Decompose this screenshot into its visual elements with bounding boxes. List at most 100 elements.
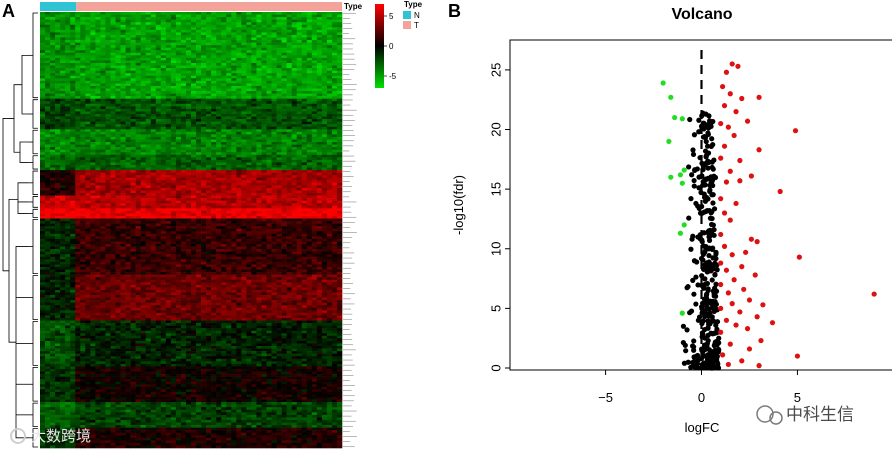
- heatmap-cell: [100, 12, 106, 15]
- heatmap-cell: [236, 70, 242, 74]
- heatmap-cell: [311, 154, 318, 158]
- heatmap-cell: [196, 185, 202, 189]
- heatmap-cell: [145, 55, 152, 59]
- heatmap-cell: [60, 195, 66, 199]
- heatmap-cell: [336, 142, 343, 145]
- heatmap-cell: [331, 12, 338, 15]
- heatmap-cell: [296, 198, 303, 201]
- heatmap-cell: [236, 198, 242, 201]
- heatmap-cell: [256, 96, 262, 99]
- heatmap-cell: [120, 126, 126, 130]
- heatmap-cell: [296, 218, 303, 222]
- heatmap-cell: [40, 221, 46, 224]
- heatmap-cell: [226, 172, 232, 176]
- heatmap-cell: [226, 103, 232, 107]
- heatmap-cell: [241, 172, 247, 176]
- heatmap-cell: [105, 129, 111, 133]
- heatmap-cell: [75, 83, 81, 87]
- heatmap-cell: [296, 106, 303, 110]
- heatmap-cell: [75, 70, 81, 74]
- heatmap-cell: [40, 126, 46, 130]
- heatmap-cell: [155, 78, 162, 82]
- heatmap-cell: [221, 24, 227, 28]
- heatmap-cell: [236, 101, 242, 105]
- heatmap-cell: [155, 210, 162, 214]
- heatmap-cell: [115, 78, 121, 82]
- heatmap-cell: [180, 149, 187, 153]
- heatmap-cell: [321, 126, 328, 130]
- heatmap-cell: [291, 195, 297, 199]
- heatmap-cell: [85, 124, 91, 128]
- heatmap-cell: [201, 149, 207, 153]
- heatmap-cell: [231, 101, 237, 105]
- heatmap-cell: [55, 62, 61, 66]
- heatmap-cell: [185, 17, 192, 20]
- heatmap-cell: [261, 78, 267, 82]
- heatmap-cell: [321, 187, 328, 191]
- heatmap-cell: [266, 62, 272, 66]
- heatmap-cell: [130, 42, 136, 46]
- heatmap-cell: [135, 22, 141, 26]
- heatmap-cell: [80, 175, 86, 179]
- heatmap-cell: [316, 180, 323, 184]
- heatmap-cell: [206, 185, 212, 189]
- heatmap-cell: [306, 106, 313, 110]
- heatmap-cell: [276, 152, 282, 156]
- heatmap-cell: [110, 60, 116, 64]
- heatmap-cell: [140, 221, 146, 224]
- heatmap-cell: [281, 195, 287, 199]
- heatmap-cell: [40, 103, 46, 107]
- heatmap-cell: [216, 190, 222, 194]
- heatmap-cell: [90, 116, 96, 120]
- heatmap-cell: [231, 203, 237, 207]
- heatmap-cell: [206, 85, 212, 89]
- heatmap-cell: [241, 187, 247, 191]
- heatmap-cell: [316, 182, 323, 186]
- heatmap-cell: [331, 106, 338, 110]
- heatmap-cell: [331, 57, 338, 61]
- heatmap-cell: [236, 193, 242, 196]
- heatmap-cell: [201, 32, 207, 36]
- heatmap-cell: [281, 101, 287, 105]
- heatmap-cell: [140, 98, 146, 102]
- heatmap-cell: [120, 96, 126, 99]
- heatmap-cell: [50, 213, 56, 217]
- heatmap-cell: [170, 180, 177, 184]
- heatmap-cell: [85, 126, 91, 130]
- heatmap-cell: [75, 88, 81, 92]
- heatmap-cell: [236, 14, 242, 18]
- heatmap-cell: [75, 126, 81, 130]
- heatmap-cell: [145, 103, 152, 107]
- heatmap-cell: [271, 32, 277, 36]
- heatmap-cell: [115, 34, 121, 38]
- heatmap-cell: [100, 111, 106, 115]
- heatmap-cell: [331, 85, 338, 89]
- heatmap-cell: [40, 187, 46, 191]
- heatmap-cell: [191, 193, 197, 196]
- heatmap-cell: [105, 42, 111, 46]
- heatmap-cell: [120, 42, 126, 46]
- heatmap-cell: [286, 187, 292, 191]
- heatmap-cell: [45, 208, 51, 212]
- heatmap-cell: [95, 88, 101, 92]
- heatmap-cell: [105, 108, 111, 112]
- heatmap-cell: [70, 215, 76, 219]
- heatmap-cell: [206, 14, 212, 18]
- heatmap-cell: [206, 180, 212, 184]
- heatmap-cell: [196, 40, 202, 43]
- heatmap-cell: [175, 218, 182, 222]
- heatmap-cell: [185, 19, 192, 23]
- heatmap-cell: [55, 175, 61, 179]
- heatmap-cell: [130, 106, 136, 110]
- heatmap-cell: [271, 55, 277, 59]
- heatmap-cell: [291, 65, 297, 69]
- heatmap-cell: [100, 108, 106, 112]
- heatmap-cell: [40, 147, 46, 150]
- heatmap-cell: [95, 198, 101, 201]
- heatmap-cell: [170, 80, 177, 84]
- heatmap-cell: [206, 24, 212, 28]
- heatmap-cell: [115, 119, 121, 122]
- heatmap-cell: [221, 17, 227, 20]
- heatmap-cell: [55, 12, 61, 15]
- heatmap-cell: [75, 106, 81, 110]
